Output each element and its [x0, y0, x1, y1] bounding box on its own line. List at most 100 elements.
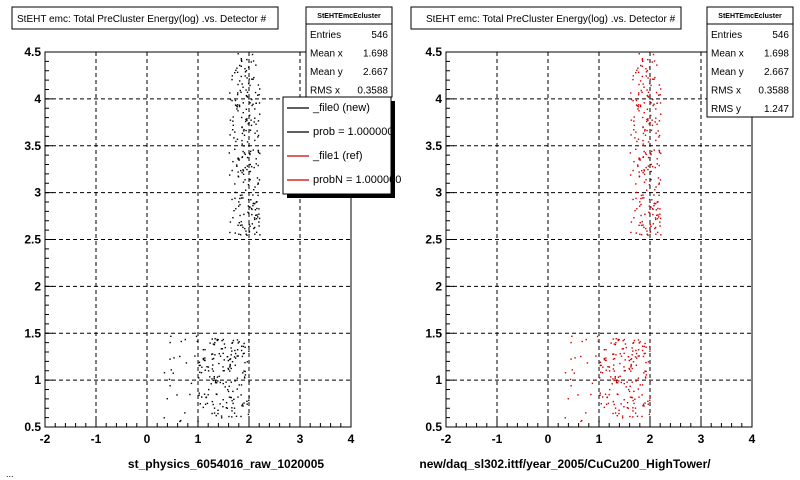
data-point — [236, 355, 238, 357]
data-point — [249, 129, 252, 131]
stats-label: RMS x — [711, 86, 741, 97]
data-point — [614, 407, 617, 409]
data-point — [244, 153, 246, 156]
data-point — [229, 396, 232, 399]
data-point — [227, 388, 229, 391]
data-point — [655, 233, 657, 235]
data-point — [233, 407, 236, 409]
data-point — [644, 145, 646, 147]
data-point — [638, 157, 640, 159]
data-point — [257, 149, 259, 152]
legend-label: probN = 1.000000 — [313, 174, 401, 186]
data-point — [622, 348, 625, 350]
data-point — [249, 170, 251, 173]
data-point — [231, 410, 233, 412]
data-point — [240, 349, 243, 352]
data-point — [639, 201, 641, 203]
stats-title: StEHTEmcEcluster — [718, 13, 782, 20]
data-point — [644, 213, 646, 216]
data-point — [243, 342, 245, 345]
stats-value: 1.698 — [363, 49, 388, 60]
data-point — [249, 163, 251, 166]
data-point — [650, 152, 652, 155]
y-tick-label: 2.5 — [425, 233, 442, 247]
data-point — [201, 396, 203, 398]
data-point — [658, 194, 660, 197]
data-point — [231, 416, 233, 418]
axis-ticks: -2 -1 0 1 2 3 4 0.5 1 1.5 2 2.5 3 3.5 4 4.5 — [24, 45, 354, 446]
data-point — [231, 75, 234, 77]
data-point — [603, 406, 606, 409]
data-point — [631, 381, 633, 383]
data-point — [222, 352, 224, 355]
data-point — [246, 141, 249, 143]
data-point — [235, 105, 238, 107]
x-tick-label: 3 — [698, 432, 705, 446]
stats-value: 1.698 — [764, 49, 789, 60]
stats-value: 546 — [371, 30, 388, 41]
data-point — [255, 217, 258, 220]
data-point — [218, 362, 220, 365]
data-point — [180, 419, 182, 422]
y-tick-label: 0.5 — [425, 420, 442, 434]
data-point — [638, 205, 641, 207]
data-point — [641, 394, 643, 396]
data-point — [599, 394, 601, 396]
data-point — [241, 60, 243, 63]
data-point — [225, 381, 227, 383]
data-point — [243, 402, 245, 404]
data-point — [631, 347, 633, 349]
data-point — [244, 71, 247, 73]
data-point — [612, 400, 615, 403]
data-point — [638, 175, 641, 177]
data-point — [241, 132, 244, 135]
data-point — [628, 368, 631, 371]
data-point — [237, 110, 239, 112]
data-point — [243, 377, 246, 379]
data-point — [203, 393, 206, 395]
data-point — [644, 130, 646, 132]
data-point — [258, 221, 260, 223]
data-point — [653, 204, 655, 207]
data-point — [246, 119, 248, 122]
data-point — [254, 186, 256, 188]
data-point — [610, 342, 612, 344]
data-point — [201, 366, 203, 368]
data-point — [642, 132, 645, 135]
data-point — [236, 71, 239, 74]
data-point — [184, 338, 186, 341]
data-point — [237, 157, 239, 159]
title-box — [410, 6, 682, 30]
data-point — [241, 405, 243, 407]
data-point — [237, 342, 239, 344]
data-point — [574, 357, 576, 359]
data-point — [240, 345, 243, 347]
data-point — [244, 120, 247, 123]
data-point — [226, 356, 229, 358]
data-point — [647, 234, 649, 236]
data-point — [644, 370, 646, 372]
x-tick-label: 4 — [749, 432, 756, 446]
data-point — [214, 354, 216, 356]
data-point — [641, 75, 643, 78]
data-point — [630, 221, 633, 223]
data-point — [245, 233, 247, 235]
data-point — [635, 183, 637, 185]
data-point — [653, 202, 655, 205]
data-point — [585, 412, 587, 414]
data-point — [639, 105, 642, 108]
data-point — [648, 123, 650, 125]
stats-label: RMS y — [711, 104, 741, 115]
data-point — [632, 407, 634, 409]
data-point — [641, 384, 644, 386]
data-point — [642, 405, 644, 407]
data-point — [629, 396, 632, 398]
data-point — [615, 354, 617, 356]
data-point — [638, 158, 640, 160]
data-point — [633, 390, 635, 393]
data-point — [236, 108, 238, 110]
data-point — [214, 338, 216, 340]
data-point — [258, 225, 260, 227]
data-point — [248, 212, 250, 214]
data-point — [251, 223, 254, 225]
